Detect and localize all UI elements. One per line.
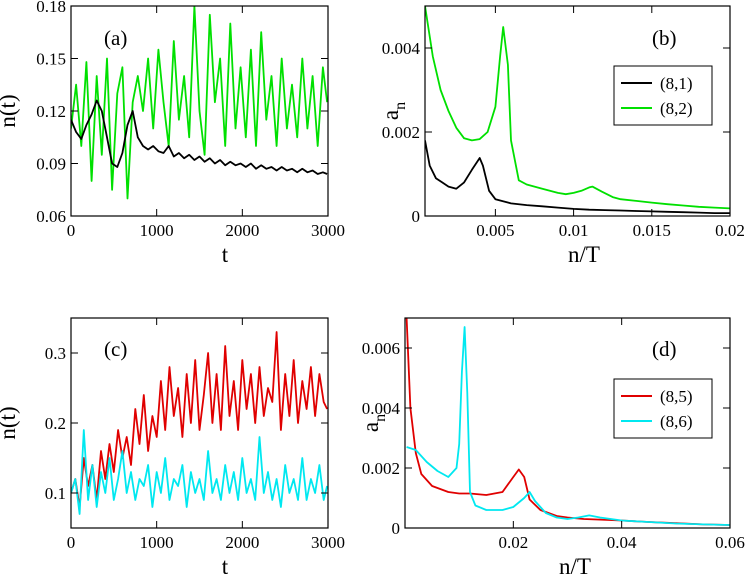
series-line-2 [425,6,730,210]
y-tick-label: 0.004 [362,399,401,418]
panel-b: 0.005 0.01 0.015 0.02 0 0.002 0.004 n/T an (b) (8,… [378,5,745,267]
y-tick-label: 0.15 [36,50,66,69]
x-tick-label: 0.01 [559,221,589,240]
panel-label: (c) [104,337,127,361]
x-axis-label: n/T [568,242,600,267]
y-tick-label: 0 [392,519,401,538]
series-line-1 [71,6,328,200]
x-tick-label: 0.005 [476,221,514,240]
x-tick-label: 1000 [140,221,174,240]
x-tick-label: 0.02 [715,221,745,240]
plot-frame [424,5,731,217]
x-axis-label: t [222,242,229,267]
y-axis-label: n(t) [0,94,20,127]
x-tick-label: 0.04 [607,533,637,552]
legend: (8,5) (8,6) [613,378,713,439]
y-tick-label: 0 [412,207,421,226]
panel-label: (d) [652,337,677,361]
y-tick-label: 0.002 [382,123,420,142]
y-tick-label: 0.18 [36,0,66,16]
x-tick-label: 0.02 [498,533,528,552]
panel-d: 0.02 0.04 0.0600.0020.0040.006n/Tan(d)(8,5… [358,317,745,576]
y-tick-label: 0.006 [362,339,400,358]
plot-frame [404,317,731,529]
panel-label: (a) [104,26,127,50]
y-tick-label: 0.002 [362,459,400,478]
series-line-2 [71,99,328,175]
x-tick-label: 1000 [140,533,174,552]
series-line-1 [425,140,730,215]
x-axis-label: t [222,554,229,576]
y-tick-label: 0.12 [36,102,66,121]
legend-box [613,378,713,439]
panel-label: (b) [652,26,677,50]
y-tick-label: 0.06 [36,207,66,226]
legend: (8,1) (8,2) [613,65,713,126]
legend-box [613,65,713,126]
legend-entry: (8,2) [660,99,693,118]
legend-entry: (8,5) [660,387,693,406]
y-tick-label: 0.3 [45,344,66,363]
x-tick-label: 0 [67,533,76,552]
series-line-2 [71,429,328,515]
y-tick-label: 0.1 [45,484,66,503]
x-tick-label: 0.06 [715,533,745,552]
y-tick-label: 0.004 [382,39,421,58]
y-axis-label: an [378,102,409,120]
y-tick-label: 0.2 [45,414,66,433]
series-line-1 [71,331,328,508]
x-axis-label: n/T [559,554,591,576]
legend-entry: (8,1) [660,74,693,93]
x-tick-label: 3000 [311,221,345,240]
x-tick-label: 0.015 [633,221,671,240]
x-tick-label: 2000 [225,533,259,552]
legend-entry: (8,6) [660,412,693,431]
series-line-2 [406,326,730,526]
panel-a: 0 1000 2000 3000 0.06 0.09 0.12 0.15 0.18 t n(t) (a… [0,0,345,267]
y-axis-label: n(t) [0,406,20,439]
x-tick-label: 2000 [225,221,259,240]
x-tick-label: 0 [67,221,76,240]
x-tick-label: 3000 [311,533,345,552]
panel-c: 0 1000 2000 3000 0.1 0.2 0.3 t n(t) (c) [0,317,345,576]
y-tick-label: 0.09 [36,155,66,174]
